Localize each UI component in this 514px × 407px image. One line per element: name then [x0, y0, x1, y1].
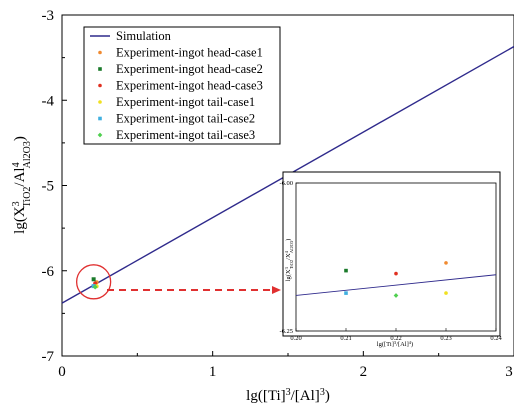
inset-x-tick-label: 0.24 — [490, 335, 502, 342]
legend-label: Experiment-ingot tail-case1 — [116, 95, 255, 109]
inset-x-tick-label: 0.21 — [340, 335, 351, 342]
inset-chart: 0.20 0.21 0.22 0.23 0.24 -6.00 -6.25 lg(X3TiO2… — [279, 171, 502, 349]
legend-marker — [98, 116, 102, 121]
inset-data-point — [393, 293, 399, 298]
inset-data-point — [344, 268, 348, 273]
legend-marker — [98, 83, 102, 88]
legend-label: Experiment-ingot tail-case2 — [116, 112, 255, 126]
x-tick-label: 2 — [360, 364, 368, 380]
data-point — [91, 277, 96, 282]
legend: Simulation Experiment-ingot head-case1 Exp… — [83, 26, 281, 145]
inset-data-point — [444, 291, 448, 295]
highlight-circle — [75, 264, 112, 300]
y-tick-label: -7 — [42, 349, 55, 365]
inset-data-point — [444, 261, 448, 265]
inset-x-tick-label: 0.22 — [390, 335, 401, 342]
legend-label: Experiment-ingot head-case2 — [116, 62, 263, 76]
inset-y-axis-label: lg(X3TiO2/X4Al2O3) — [284, 239, 294, 282]
legend-label: Simulation — [116, 29, 172, 43]
inset-y-tick-label: -6.25 — [279, 328, 293, 335]
zoom-arrow — [107, 286, 281, 294]
x-axis-label: lg([Ti]3/[Al]3) — [246, 387, 330, 405]
legend-items: Simulation Experiment-ingot head-case1 Exp… — [90, 29, 263, 142]
inset-data-point — [394, 271, 398, 276]
inset-x-axis-label: lg([Ti]3/[Al]4) — [377, 340, 413, 349]
x-tick-label: 3 — [505, 364, 513, 380]
legend-marker — [98, 67, 102, 71]
inset-simulation-line — [295, 274, 497, 296]
inset-ticks: 0.20 0.21 0.22 0.23 0.24 -6.00 -6.25 — [279, 180, 502, 342]
inset-x-tick-label: 0.23 — [440, 335, 451, 342]
y-tick-label: -6 — [42, 264, 55, 280]
x-tick-label: 0 — [58, 364, 66, 380]
legend-label: Experiment-ingot head-case1 — [116, 46, 263, 60]
highlight-layer — [75, 264, 112, 300]
legend-label: Experiment-ingot tail-case3 — [116, 128, 255, 142]
legend-marker — [98, 100, 102, 104]
inset-points — [344, 261, 448, 298]
y-tick-label: -3 — [42, 8, 55, 24]
arrow-head — [272, 286, 281, 294]
data-point — [92, 284, 98, 290]
inset-data-point — [344, 291, 348, 295]
inset-panel-bg — [282, 171, 501, 337]
legend-marker — [98, 50, 102, 55]
main-ticks: 0 1 2 3 -3 -4 -5 -6 -7 — [42, 8, 514, 380]
x-tick-label: 1 — [209, 364, 217, 380]
y-axis-label: lg(X3TiO2/Al4Al2O3) — [11, 136, 33, 234]
inset-line-layer — [295, 274, 497, 296]
inset-x-tick-label: 0.20 — [290, 335, 301, 342]
y-tick-label: -5 — [42, 179, 55, 195]
main-points — [91, 277, 99, 290]
legend-box — [83, 26, 281, 145]
y-tick-label: -4 — [42, 93, 55, 109]
inset-y-tick-label: -6.00 — [279, 180, 293, 187]
legend-marker — [97, 132, 103, 138]
legend-label: Experiment-ingot head-case3 — [116, 79, 263, 93]
